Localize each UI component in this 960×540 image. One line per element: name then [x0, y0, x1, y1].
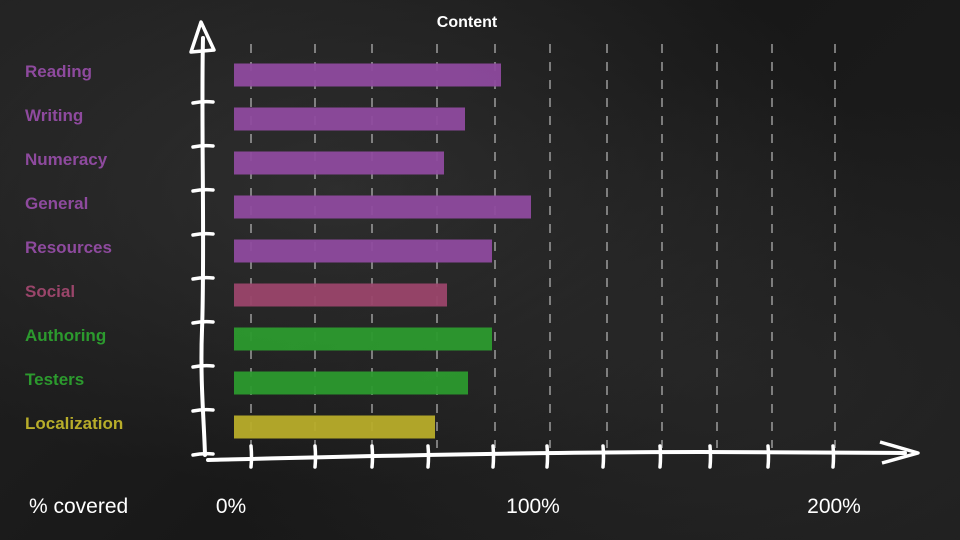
category-label-testers: Testers: [25, 370, 84, 389]
bars: [234, 63, 531, 439]
y-tick-5: [191, 319, 215, 325]
bar-localization: [234, 415, 435, 439]
y-tick-8: [191, 451, 215, 457]
chart-title: Content: [437, 14, 498, 31]
y-tick-0: [191, 99, 215, 105]
category-labels: Reading Writing Numeracy General Resources So…: [25, 62, 123, 433]
x-tick-10: [831, 444, 836, 469]
category-label-localization: Localization: [25, 414, 123, 433]
x-tick-5: [545, 444, 550, 469]
y-tick-1: [191, 143, 215, 149]
y-axis-line: [199, 36, 207, 457]
x-tick-labels: 0% 100% 200%: [216, 495, 861, 518]
bar-authoring: [234, 327, 492, 351]
category-label-general: General: [25, 194, 88, 213]
x-tick-2: [370, 444, 375, 469]
x-tick-6: [601, 444, 606, 469]
x-axis-ticks: [249, 444, 836, 469]
bar-reading: [234, 63, 501, 87]
y-tick-6: [191, 363, 215, 369]
category-label-reading: Reading: [25, 62, 92, 81]
x-axis-label: % covered: [29, 495, 128, 518]
y-tick-7: [191, 407, 215, 413]
category-label-numeracy: Numeracy: [25, 150, 108, 169]
x-tick-9: [766, 444, 771, 469]
y-tick-3: [191, 231, 215, 237]
x-tick-3: [426, 444, 431, 469]
x-tick-8: [708, 444, 713, 469]
bar-social: [234, 283, 447, 307]
bar-writing: [234, 107, 465, 131]
x-tick-0: [249, 444, 254, 469]
bar-testers: [234, 371, 468, 395]
bar-numeracy: [234, 151, 444, 175]
category-label-writing: Writing: [25, 106, 83, 125]
category-label-social: Social: [25, 282, 75, 301]
y-axis-ticks: [191, 99, 215, 457]
x-axis-line: [206, 449, 907, 462]
x-tick-4: [491, 444, 496, 469]
bar-general: [234, 195, 531, 219]
x-tick-1: [313, 444, 318, 469]
category-label-resources: Resources: [25, 238, 112, 257]
y-tick-4: [191, 275, 215, 281]
bar-resources: [234, 239, 492, 263]
x-tick-label-0: 0%: [216, 495, 246, 518]
x-axis-arrow: [879, 440, 920, 465]
x-tick-label-2: 200%: [807, 495, 861, 518]
y-axis-arrow: [189, 20, 216, 54]
category-label-authoring: Authoring: [25, 326, 106, 345]
x-tick-7: [658, 444, 663, 469]
x-tick-label-1: 100%: [506, 495, 560, 518]
y-tick-2: [191, 187, 215, 193]
